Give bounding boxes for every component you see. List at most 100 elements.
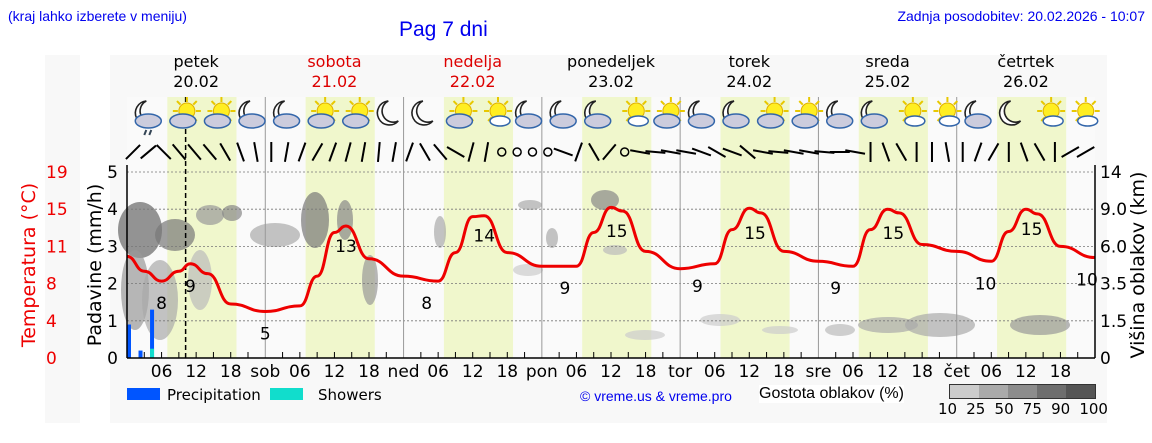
rain-drop-icon <box>143 129 148 136</box>
wind-barb-icon <box>987 142 1000 162</box>
cloud-density-area <box>362 255 378 305</box>
hour-label: 12 <box>185 362 207 382</box>
day-name: ponedeljek <box>567 52 655 71</box>
wind-barb-icon <box>1019 142 1029 162</box>
moon-cloud-icon <box>238 100 266 129</box>
day-date: 26.02 <box>1002 72 1049 91</box>
cloud-height-tick: 6.0 <box>1100 237 1127 257</box>
sun-ray-icon <box>918 100 924 106</box>
moon-icon <box>411 100 434 126</box>
cloud-density-area <box>762 326 798 334</box>
hour-label: 12 <box>1015 362 1037 382</box>
sun-ray-icon <box>487 100 493 106</box>
hour-label: 06 <box>704 362 726 382</box>
cloud-icon <box>445 113 474 129</box>
day-name: sreda <box>865 52 910 71</box>
moon-icon <box>376 100 399 126</box>
day-date: 23.02 <box>588 72 634 91</box>
wind-barb-icon <box>311 142 324 162</box>
day-short-label: čet <box>943 362 970 382</box>
cloud-icon <box>583 113 612 129</box>
sun-ray-icon <box>192 100 198 106</box>
sun-ray-icon <box>469 100 475 106</box>
wind-barb-icon <box>1061 146 1080 158</box>
day-date: 22.02 <box>449 72 496 91</box>
day-header-2: nedelja 22.02 <box>403 52 543 92</box>
sun-small-cloud-icon <box>484 97 512 127</box>
wind-barb-icon <box>328 142 338 162</box>
wind-barb-icon <box>783 149 804 155</box>
cloud-density-area <box>700 314 740 326</box>
cloud-density-area <box>434 216 446 248</box>
hour-label: 12 <box>738 362 760 382</box>
day-date: 21.02 <box>311 72 358 91</box>
calm-wind-icon <box>543 147 553 157</box>
cloud-density-scale <box>949 384 1096 399</box>
day-date: 25.02 <box>864 72 911 91</box>
wind-barb-icon <box>376 141 381 163</box>
sun-ray-icon <box>936 100 942 106</box>
daylight-band <box>997 97 1067 358</box>
wind-barb-icon <box>602 143 617 161</box>
cloud-density-label: Gostota oblakov (%) <box>759 385 904 403</box>
sun-ray-icon <box>452 100 458 106</box>
temp-label: 5 <box>260 325 271 345</box>
sun-ray-icon <box>902 100 908 106</box>
wind-barb-icon <box>895 142 908 162</box>
cloud-density-area <box>625 330 665 340</box>
cloud-density-area <box>222 205 242 221</box>
sun-ray-icon <box>1056 100 1062 106</box>
wind-barb-icon <box>344 142 352 162</box>
copyright-link[interactable]: © vreme.us & vreme.pro <box>580 388 732 404</box>
day-name: sobota <box>307 52 362 71</box>
temp-label: 9 <box>692 277 703 297</box>
wind-barb-icon <box>881 142 891 162</box>
wind-barb-icon <box>707 146 727 158</box>
moon-cloud-icon <box>964 100 992 129</box>
sun-ray-icon <box>1075 100 1081 106</box>
sun-small-cloud-icon <box>1037 97 1066 127</box>
last-update: Zadnja posodobitev: 20.02.2026 - 10:07 <box>897 8 1145 24</box>
cloud-icon <box>1042 115 1064 127</box>
wind-barb-icon <box>645 150 666 154</box>
hour-label: 06 <box>842 362 864 382</box>
hour-label: 06 <box>566 362 588 382</box>
day-name: torek <box>728 52 770 71</box>
sun-ray-icon <box>227 100 233 106</box>
moon-cloud-rain-icon <box>134 100 163 136</box>
day-header-6: četrtek 26.02 <box>956 52 1096 92</box>
sun-ray-icon <box>176 100 182 106</box>
showers-legend-label: Showers <box>318 386 382 404</box>
daylight-band <box>443 97 514 358</box>
sun-ray-icon <box>330 100 336 106</box>
sun-small-cloud-icon <box>1071 97 1100 127</box>
temp-tick: 0 <box>46 349 57 369</box>
sun-cloud-icon <box>653 97 685 129</box>
hour-label: 18 <box>773 362 795 382</box>
wind-barb-icon <box>433 143 448 161</box>
sun-ray-icon <box>365 100 371 106</box>
density-swatch <box>1008 385 1037 398</box>
hour-label: 06 <box>980 362 1002 382</box>
cloud-icon <box>687 113 716 129</box>
cloud-density-area <box>905 313 975 337</box>
day-short-label: ned <box>388 362 420 382</box>
cloud-height-tick: 1.5 <box>1100 312 1127 332</box>
day-name: nedelja <box>443 52 503 71</box>
sun-cloud-icon <box>756 97 789 129</box>
moon-icon <box>998 100 1022 126</box>
moon-cloud-icon <box>722 100 750 129</box>
temp-label: 9 <box>559 279 570 299</box>
wind-barb-icon <box>944 141 951 163</box>
precip-tick: 2 <box>107 275 118 295</box>
rain-drop-icon <box>148 129 153 136</box>
sun-ray-icon <box>953 100 959 106</box>
temp-tick: 11 <box>46 237 68 257</box>
sun-ray-icon <box>676 100 682 106</box>
wind-barb-icon <box>236 142 245 162</box>
sun-cloud-icon <box>791 97 824 129</box>
showers-legend-swatch <box>270 388 303 400</box>
wind-barb-icon <box>155 144 172 160</box>
wind-barb-icon <box>768 150 789 154</box>
showers-bar <box>150 348 155 358</box>
